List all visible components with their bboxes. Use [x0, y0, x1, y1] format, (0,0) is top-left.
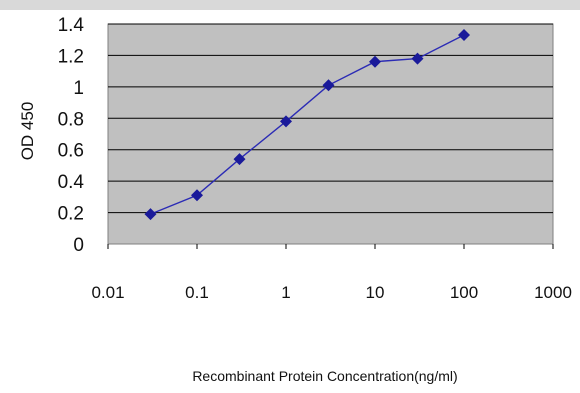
x-axis-label: Recombinant Protein Concentration(ng/ml)	[192, 368, 457, 384]
y-tick-labels: 0 0.2 0.4 0.6 0.8 1 1.2 1.4	[58, 15, 85, 256]
x-tick-label: 0.1	[185, 283, 209, 302]
x-tick-label: 0.01	[91, 283, 124, 302]
data-point	[144, 208, 157, 221]
y-tick-label: 1.2	[58, 46, 84, 67]
x-tick-label: 100	[450, 283, 478, 302]
top-band	[0, 0, 580, 10]
y-axis-label: OD 450	[18, 102, 37, 161]
plot-area	[107, 23, 554, 245]
grid-lines	[108, 23, 553, 214]
data-point	[411, 52, 424, 65]
y-tick-label: 0.4	[58, 172, 85, 193]
y-tick-label: 1.4	[58, 15, 85, 36]
x-tick-label: 1	[281, 283, 290, 302]
data-point	[322, 79, 335, 92]
data-point	[369, 55, 381, 68]
data-point	[458, 29, 470, 41]
y-tick-label: 1	[73, 78, 84, 99]
x-tick-label: 10	[366, 283, 385, 302]
y-tick-label: 0.8	[58, 109, 84, 130]
series-line	[150, 34, 465, 215]
data-point	[233, 153, 246, 166]
y-tick-label: 0.2	[58, 204, 84, 225]
x-tick-label: 1000	[534, 283, 572, 302]
y-tick-label: 0.6	[58, 141, 84, 162]
data-series	[144, 29, 470, 221]
data-point	[191, 189, 203, 202]
data-point	[280, 115, 292, 128]
y-tick-label: 0	[73, 235, 84, 256]
x-tick-labels: 0.01 0.1 1 10 100 1000	[91, 244, 572, 302]
